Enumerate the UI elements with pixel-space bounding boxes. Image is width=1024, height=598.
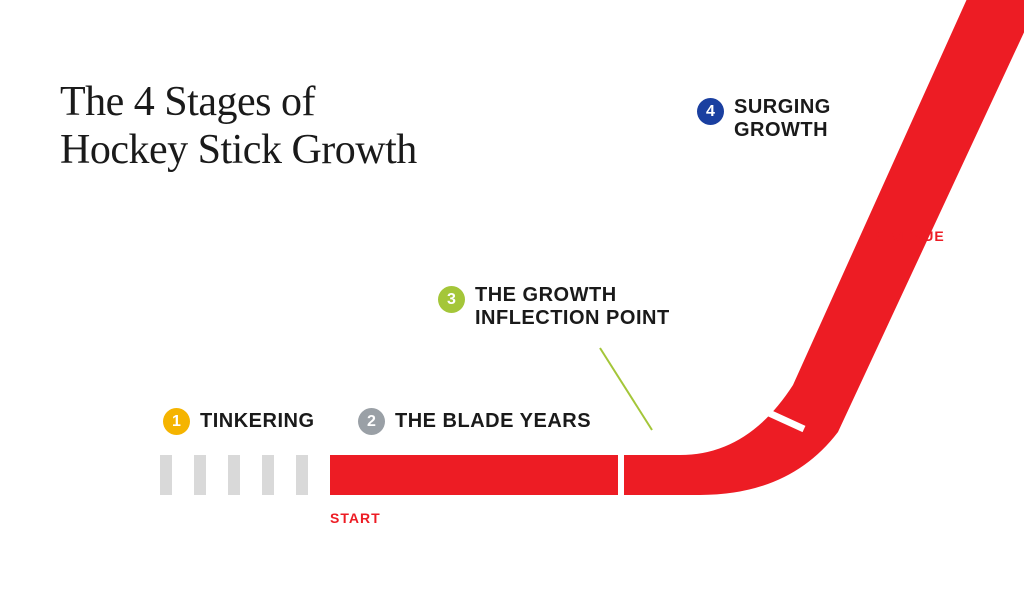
stick-heel-shaft (624, 0, 1024, 495)
stage-3-badge: 3 (438, 286, 465, 313)
stage-4-badge: 4 (697, 98, 724, 125)
stage-4-label: SURGING GROWTH (734, 96, 831, 142)
stage-2: 2 THE BLADE YEARS (358, 408, 591, 435)
stage-1: 1 TINKERING (163, 408, 315, 435)
stage-3-label-line2: INFLECTION POINT (475, 307, 670, 329)
axis-revenue-label: REVENUE (870, 228, 945, 244)
tinkering-bars (160, 455, 308, 495)
tinker-bar (228, 455, 240, 495)
tinker-bar (194, 455, 206, 495)
stage-4: 4 SURGING GROWTH (697, 96, 831, 142)
stage-4-label-line1: SURGING (734, 96, 831, 118)
infographic-canvas: The 4 Stages of Hockey Stick Growth 1 TI… (0, 0, 1024, 598)
blade (330, 455, 618, 495)
tinker-bar (160, 455, 172, 495)
stage-4-label-line2: GROWTH (734, 119, 828, 141)
axis-start-label: START (330, 510, 381, 526)
stage-1-badge: 1 (163, 408, 190, 435)
tinker-bar (262, 455, 274, 495)
stage-3-label: THE GROWTH INFLECTION POINT (475, 284, 670, 330)
tinker-bar (296, 455, 308, 495)
stage-3-label-line1: THE GROWTH (475, 284, 617, 306)
stage-1-label: TINKERING (200, 410, 315, 433)
stage3-leader-line (600, 348, 652, 430)
stage-3: 3 THE GROWTH INFLECTION POINT (438, 284, 670, 330)
blade-gap-1 (618, 453, 624, 497)
stage-2-badge: 2 (358, 408, 385, 435)
stage-2-label: THE BLADE YEARS (395, 410, 591, 433)
